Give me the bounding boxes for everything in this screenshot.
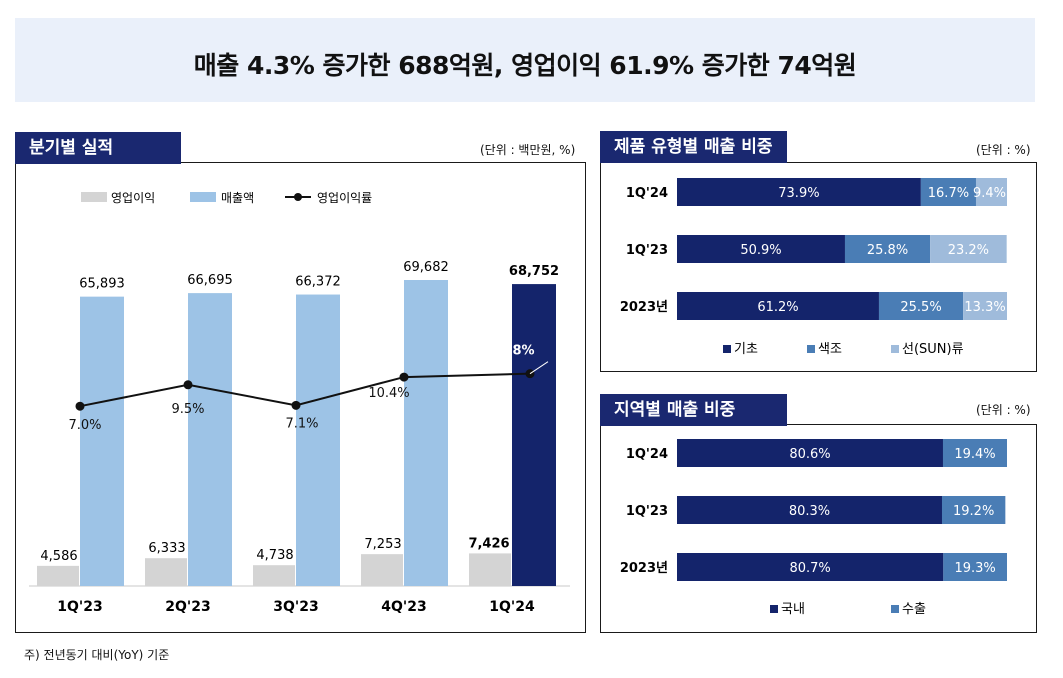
segment-1	[677, 178, 921, 206]
legend-label-margin: 영업이익률	[317, 191, 372, 205]
category-label: 2Q'23	[165, 599, 210, 615]
margin-callout-line	[529, 361, 549, 375]
segment-1	[677, 496, 942, 524]
quarterly-chart: 영업이익 매출액 영업이익률 4,586 65,893 1Q'23 6,333 66,695 2…	[29, 191, 570, 615]
segment-1	[677, 235, 845, 263]
legend-label: 색조	[818, 342, 842, 357]
revenue-label: 69,682	[403, 260, 449, 275]
operating-profit-bar	[145, 558, 187, 586]
operating-profit-label: 7,426	[468, 536, 509, 551]
segment-label: 19.3%	[954, 561, 995, 576]
category-label: 1Q'23	[626, 504, 668, 519]
legend-label: 수출	[902, 602, 926, 617]
legend-swatch	[891, 605, 899, 613]
page-title: 매출 4.3% 증가한 688억원, 영업이익 61.9% 증가한 74억원	[193, 51, 857, 80]
margin-label: 10.8%	[489, 344, 534, 359]
revenue-bar	[404, 280, 448, 586]
legend-marker-margin	[294, 193, 302, 201]
category-label: 1Q'24	[626, 186, 668, 201]
revenue-label: 66,695	[187, 273, 233, 288]
segment-2	[943, 553, 1007, 581]
headline-banner: 매출 4.3% 증가한 688억원, 영업이익 61.9% 증가한 74억원	[15, 18, 1035, 102]
region-chart: 1Q'24 80.6% 19.4% 1Q'23 80.3% 19.2% 2023년 80.7%…	[620, 439, 1007, 617]
category-label: 1Q'23	[626, 243, 668, 258]
segment-label: 13.3%	[964, 300, 1005, 315]
legend-label-operating-profit: 영업이익	[111, 191, 155, 205]
category-label: 1Q'23	[57, 599, 102, 615]
quarterly-title: 분기별 실적	[15, 132, 181, 164]
margin-label: 10.4%	[368, 386, 409, 401]
margin-label: 7.0%	[68, 418, 101, 433]
region-unit: (단위 : %)	[976, 403, 1031, 417]
segment-label: 80.7%	[789, 561, 830, 576]
revenue-label: 66,372	[295, 275, 341, 290]
legend-swatch	[891, 345, 899, 353]
category-label: 1Q'24	[626, 447, 668, 462]
segment-label: 19.4%	[954, 447, 995, 462]
product-chart: 1Q'24 73.9% 16.7% 9.4% 1Q'23 50.9% 25.8% 23.2% 2…	[620, 178, 1007, 357]
legend-label-revenue: 매출액	[221, 191, 254, 205]
segment-label: 73.9%	[778, 186, 819, 201]
margin-marker	[399, 372, 409, 382]
revenue-label: 65,893	[79, 277, 125, 292]
legend-label: 선(SUN)류	[902, 342, 964, 357]
operating-profit-bar	[361, 554, 403, 586]
region-title: 지역별 매출 비중	[600, 394, 787, 426]
category-label: 1Q'24	[489, 599, 535, 615]
segment-2	[878, 292, 964, 320]
revenue-bar	[188, 293, 232, 586]
segment-label: 25.8%	[867, 243, 908, 258]
revenue-bar	[512, 284, 556, 586]
operating-profit-label: 6,333	[148, 541, 185, 556]
segment-label: 16.7%	[928, 186, 969, 201]
revenue-bar	[80, 296, 124, 586]
operating-profit-bar	[253, 565, 295, 586]
segment-3	[930, 235, 1007, 263]
margin-marker	[183, 380, 193, 390]
segment-label: 25.5%	[900, 300, 941, 315]
footnote: 주) 전년동기 대비(YoY) 기준	[24, 648, 170, 662]
segment-2	[941, 496, 1006, 524]
segment-3	[975, 178, 1007, 206]
segment-3	[963, 292, 1007, 320]
operating-profit-label: 4,738	[256, 548, 293, 563]
revenue-label: 68,752	[509, 264, 559, 279]
segment-label: 9.4%	[973, 186, 1006, 201]
operating-profit-label: 4,586	[40, 549, 77, 564]
legend-swatch-revenue	[190, 192, 216, 202]
segment-2	[844, 235, 931, 263]
category-label: 4Q'23	[381, 599, 426, 615]
category-label: 3Q'23	[273, 599, 318, 615]
legend-swatch	[723, 345, 731, 353]
segment-label: 50.9%	[740, 243, 781, 258]
segment-label: 80.3%	[789, 504, 830, 519]
margin-marker	[291, 400, 301, 410]
segment-1	[677, 553, 944, 581]
legend-swatch	[770, 605, 778, 613]
operating-profit-label: 7,253	[364, 537, 401, 552]
margin-marker	[75, 401, 85, 411]
revenue-bar	[296, 294, 340, 586]
margin-label: 7.1%	[285, 416, 318, 431]
quarterly-unit: (단위 : 백만원, %)	[480, 143, 576, 157]
product-unit: (단위 : %)	[976, 143, 1031, 157]
product-title: 제품 유형별 매출 비중	[600, 131, 787, 163]
segment-2	[942, 439, 1007, 467]
segment-label: 80.6%	[789, 447, 830, 462]
operating-profit-bar	[469, 553, 511, 586]
segment-2	[920, 178, 976, 206]
legend-swatch-operating-profit	[81, 192, 107, 202]
category-label: 2023년	[620, 561, 668, 576]
legend-label: 기초	[734, 342, 758, 357]
segment-label: 61.2%	[757, 300, 798, 315]
segment-label: 23.2%	[948, 243, 989, 258]
legend-swatch	[807, 345, 815, 353]
segment-label: 19.2%	[953, 504, 994, 519]
operating-profit-bar	[37, 565, 79, 586]
margin-label: 9.5%	[171, 402, 204, 417]
category-label: 2023년	[620, 300, 668, 315]
segment-1	[677, 292, 879, 320]
legend-label: 국내	[781, 602, 805, 617]
segment-1	[677, 439, 943, 467]
